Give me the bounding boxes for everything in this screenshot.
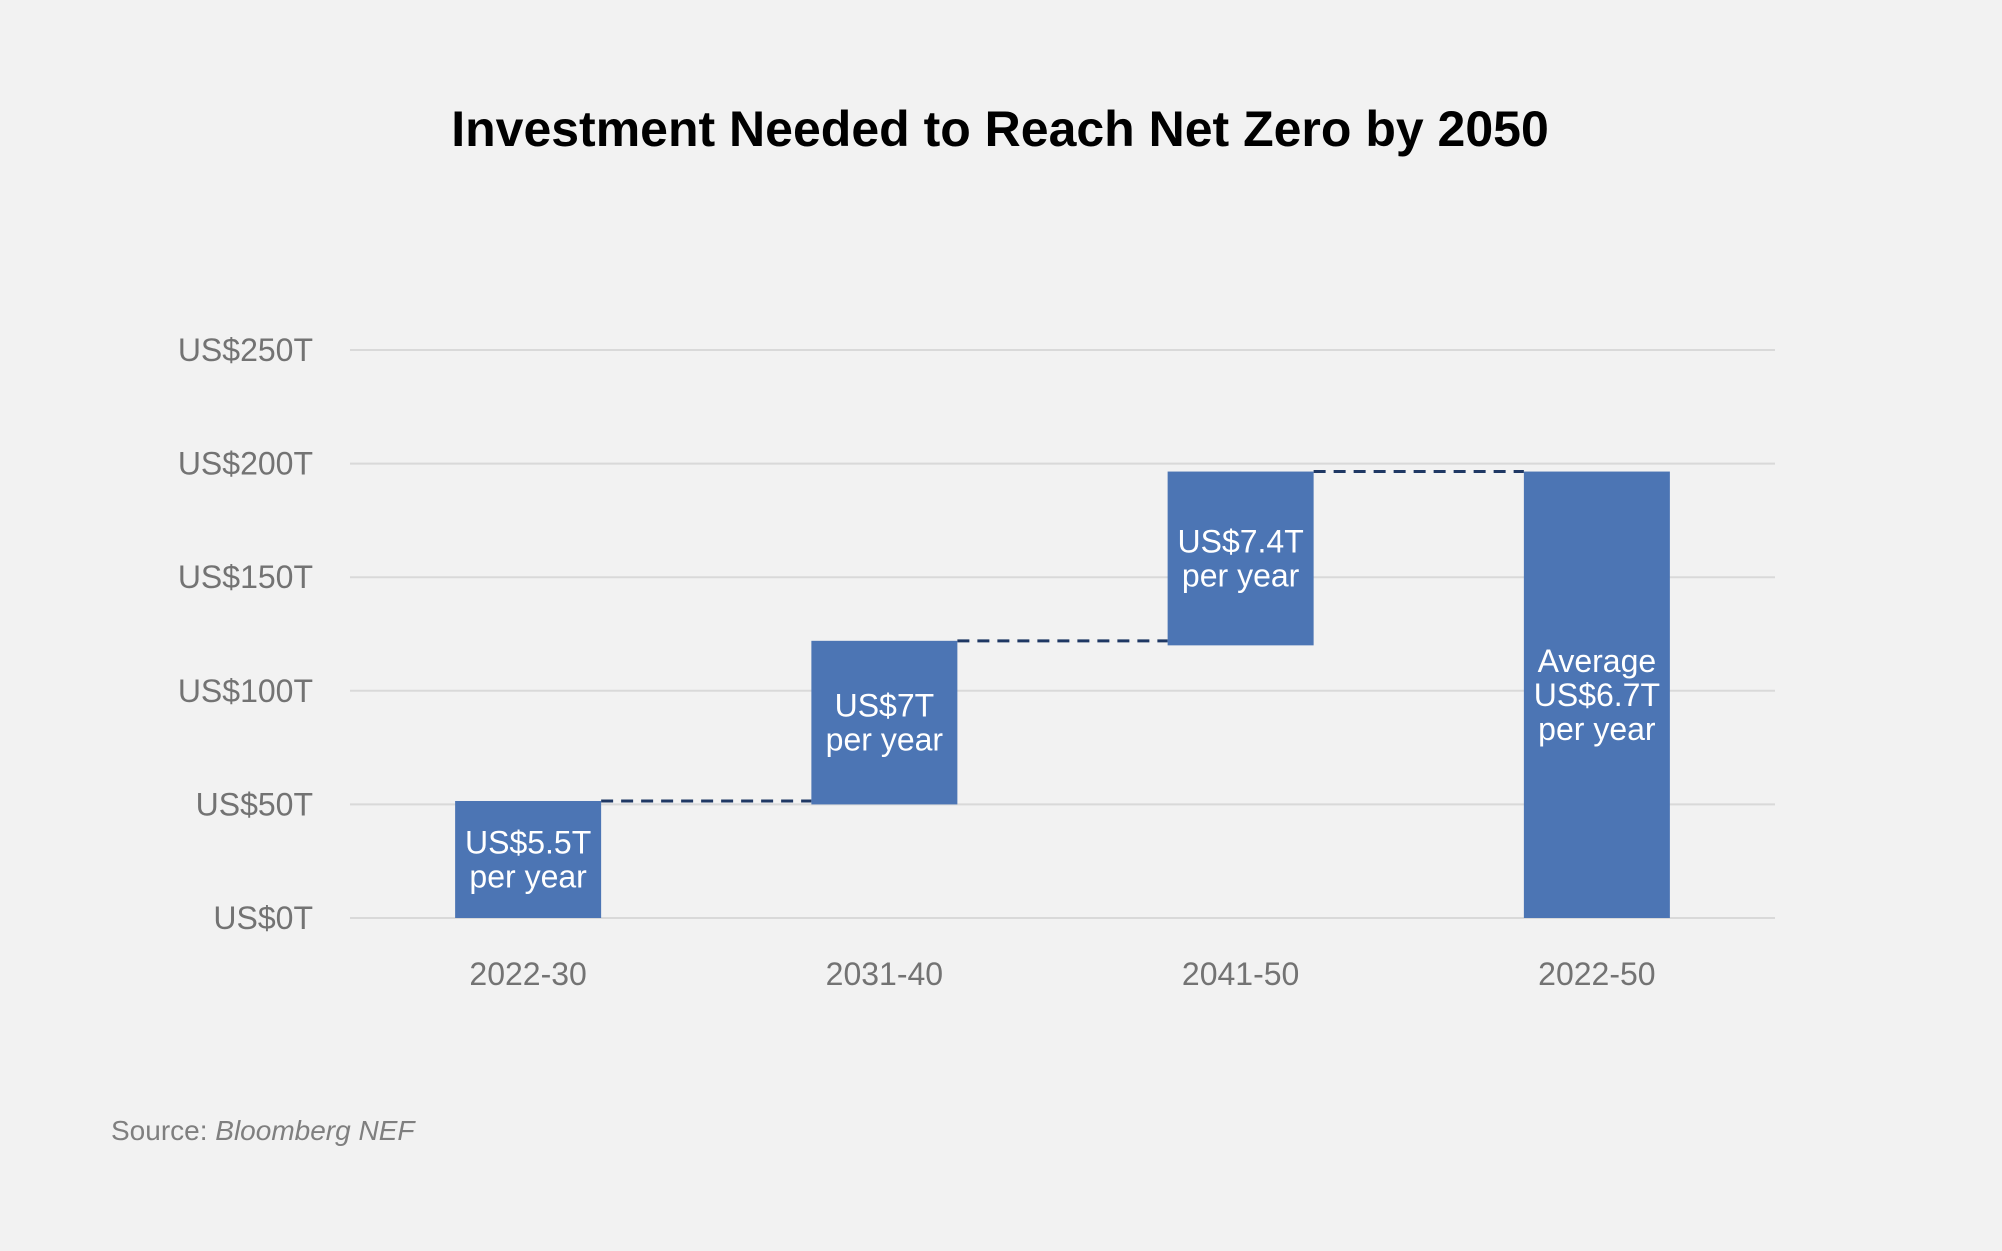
y-axis-tick-labels: US$0T US$50T US$100T US$150T US$200T US$250T	[178, 332, 313, 936]
x-axis-category-labels: 2022-30 2031-40 2041-50 2022-50	[469, 956, 1655, 992]
bars	[455, 471, 1670, 918]
bar-2022-50	[1523, 471, 1670, 918]
bar-label: Average	[1538, 643, 1657, 679]
y-tick-label: US$250T	[178, 332, 313, 368]
source-note: Source: Bloomberg NEF	[111, 1115, 414, 1147]
x-category-label: 2031-40	[826, 956, 943, 992]
x-category-label: 2041-50	[1182, 956, 1299, 992]
chart-title: Investment Needed to Reach Net Zero by 2…	[451, 101, 1549, 157]
bar-label: US$6.7T	[1534, 677, 1660, 713]
bar-label: per year	[1538, 711, 1656, 747]
x-category-label: 2022-50	[1538, 956, 1655, 992]
bar-label: US$5.5T	[465, 824, 591, 860]
y-tick-label: US$0T	[213, 900, 313, 936]
x-category-label: 2022-30	[469, 956, 586, 992]
bar-label: per year	[469, 858, 587, 894]
bar-2022-30	[455, 800, 602, 918]
bar-label: US$7.4T	[1177, 523, 1303, 559]
bar-2031-40	[811, 640, 958, 805]
source-name: Bloomberg NEF	[215, 1115, 415, 1146]
bar-label: per year	[1182, 557, 1300, 593]
y-tick-label: US$100T	[178, 673, 313, 709]
y-tick-label: US$200T	[178, 446, 313, 482]
y-tick-label: US$150T	[178, 559, 313, 595]
bar-2041-50	[1167, 471, 1314, 646]
bar-label: per year	[826, 722, 944, 758]
source-prefix: Source:	[111, 1115, 208, 1146]
bar-label: US$7T	[835, 688, 935, 724]
y-tick-label: US$50T	[196, 786, 313, 822]
connectors	[601, 470, 1524, 803]
